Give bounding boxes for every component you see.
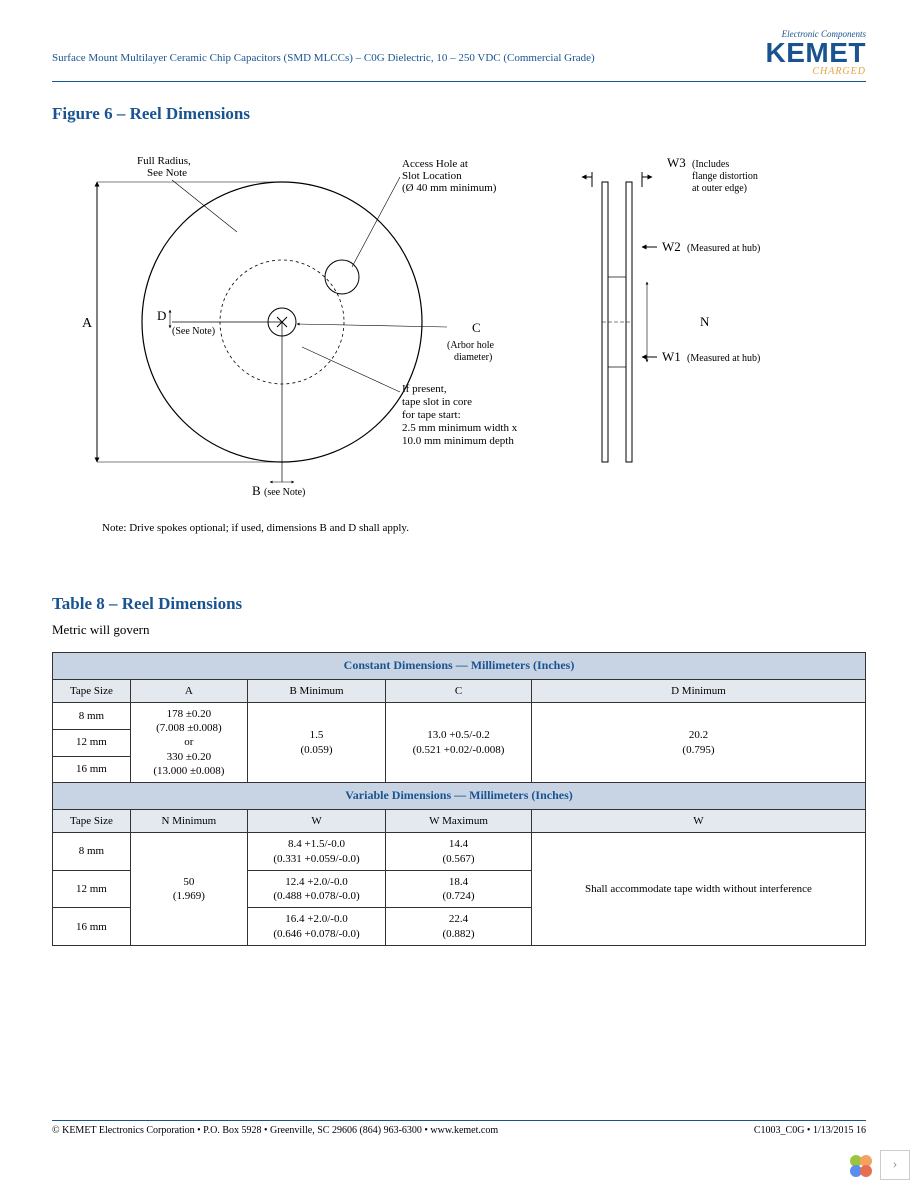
dim-n-label: N [700,314,710,329]
next-page-button[interactable]: › [880,1150,910,1180]
cell-size: 12 mm [53,870,131,908]
footer-right: C1003_C0G • 1/13/2015 16 [754,1125,866,1136]
nav-corner: › [846,1150,910,1180]
table-govern: Metric will govern [52,622,866,638]
label-slot-dia: (Ø 40 mm minimum) [402,182,497,194]
label-arbor2: diameter) [454,352,492,363]
figure-title: Figure 6 – Reel Dimensions [52,104,866,124]
dim-w2-label: W2 [662,239,681,254]
reel-dimensions-table: Constant Dimensions — Millimeters (Inche… [52,652,866,946]
label-full-radius: Full Radius, [137,155,191,167]
logo-text: KEMET [766,39,867,67]
label-tape-l1: If present, [402,383,447,395]
dim-w3-note1: (Includes [692,159,729,170]
cell-c: 13.0 +0.5/-0.2 (0.521 +0.02/-0.008) [386,702,532,782]
label-access-hole: Access Hole at [402,158,468,170]
cell-w: 16.4 +2.0/-0.0 (0.646 +0.078/-0.0) [247,908,385,946]
label-tape-l3: for tape start: [402,409,461,421]
flower-icon [846,1151,874,1179]
col-d: D Minimum [531,679,865,702]
dim-a-label: A [82,316,93,331]
cell-size: 16 mm [53,908,131,946]
cell-a: 178 ±0.20 (7.008 ±0.008) or 330 ±0.20 (1… [130,702,247,782]
reel-diagram: A D (See Note) B (see Note) Full Radius,… [52,132,866,516]
footer-left: © KEMET Electronics Corporation • P.O. B… [52,1125,498,1136]
cell-wmax: 18.4 (0.724) [386,870,532,908]
section-head-2: Variable Dimensions — Millimeters (Inche… [53,783,866,810]
table-title: Table 8 – Reel Dimensions [52,594,866,614]
dim-w1-label: W1 [662,349,681,364]
col-wmax: W Maximum [386,809,532,832]
label-slot-loc: Slot Location [402,170,462,182]
cell-size: 8 mm [53,833,131,871]
cell-size: 8 mm [53,702,131,729]
cell-size: 12 mm [53,729,131,756]
dim-w1-note: (Measured at hub) [687,353,760,364]
dim-w3-note3: at outer edge) [692,183,747,194]
label-tape-l4: 2.5 mm minimum width x [402,422,518,434]
dim-d-label: D [157,308,166,323]
dim-d-note: (See Note) [172,326,215,337]
col-a: A [130,679,247,702]
cell-b: 1.5 (0.059) [247,702,385,782]
kemet-logo: Electronic Components KEMET CHARGED [766,30,867,77]
figure-note: Note: Drive spokes optional; if used, di… [102,522,866,534]
label-arbor1: (Arbor hole [447,340,494,351]
cell-w: 12.4 +2.0/-0.0 (0.488 +0.078/-0.0) [247,870,385,908]
page-footer: © KEMET Electronics Corporation • P.O. B… [52,1120,866,1136]
cell-w: 8.4 +1.5/-0.0 (0.331 +0.059/-0.0) [247,833,385,871]
cell-wnote: Shall accommodate tape width without int… [531,833,865,946]
dim-w3-note2: flange distortion [692,171,758,182]
label-see-note: See Note [147,167,187,179]
page-header: Surface Mount Multilayer Ceramic Chip Ca… [52,30,866,82]
col-tape-size2: Tape Size [53,809,131,832]
label-tape-l5: 10.0 mm minimum depth [402,435,514,447]
cell-wmax: 22.4 (0.882) [386,908,532,946]
col-c: C [386,679,532,702]
dim-c-label: C [472,320,481,335]
col-tape-size: Tape Size [53,679,131,702]
cell-size: 16 mm [53,756,131,783]
header-title: Surface Mount Multilayer Ceramic Chip Ca… [52,30,595,64]
dim-w2-note: (Measured at hub) [687,243,760,254]
logo-subtext: CHARGED [766,67,867,77]
section-head-1: Constant Dimensions — Millimeters (Inche… [53,653,866,680]
cell-d: 20.2 (0.795) [531,702,865,782]
dim-b-note: (see Note) [264,487,305,498]
dim-b-label: B [252,483,261,498]
col-wnote: W [531,809,865,832]
cell-wmax: 14.4 (0.567) [386,833,532,871]
dim-w3-label: W3 [667,155,686,170]
col-w: W [247,809,385,832]
col-n: N Minimum [130,809,247,832]
chevron-right-icon: › [893,1157,898,1173]
cell-n: 50 (1.969) [130,833,247,946]
col-b: B Minimum [247,679,385,702]
label-tape-l2: tape slot in core [402,396,472,408]
